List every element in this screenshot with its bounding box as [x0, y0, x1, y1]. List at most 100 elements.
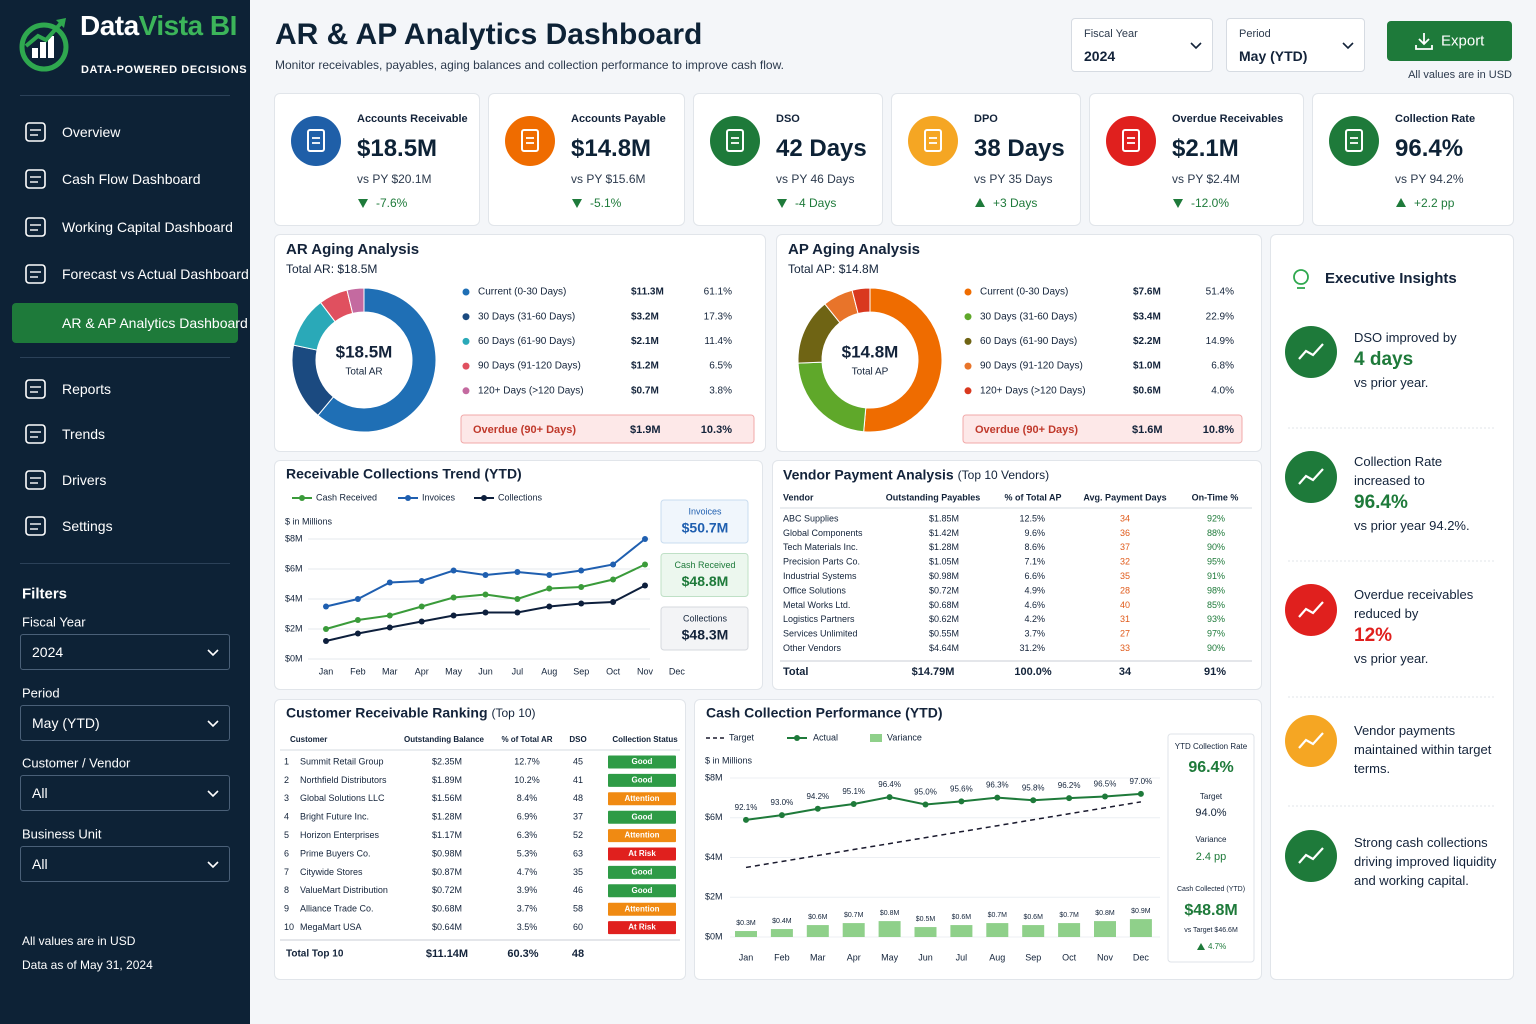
- header-select[interactable]: Fiscal Year 2024: [1071, 18, 1213, 72]
- insight-icon: [1285, 584, 1337, 636]
- kpi-prior: vs PY 94.2%: [1395, 172, 1464, 186]
- filter-select[interactable]: May (YTD): [20, 705, 230, 741]
- actual-point: [1030, 797, 1037, 804]
- nav-icon: [25, 169, 46, 189]
- series-point: [386, 612, 393, 619]
- status-label: Good: [632, 812, 653, 821]
- x-tick-label: Nov: [637, 666, 654, 676]
- bar-label: $0.8M: [1095, 910, 1115, 917]
- legend-label: Invoices: [422, 492, 456, 502]
- logo: [19, 18, 69, 72]
- x-tick-label: Jun: [918, 952, 933, 962]
- table-cell: 8.6%: [1024, 542, 1045, 552]
- nav-item[interactable]: Overview: [62, 124, 121, 140]
- filter-select[interactable]: All: [20, 846, 230, 882]
- donut-center-value: $18.5M: [336, 342, 393, 361]
- nav-item[interactable]: AR & AP Analytics Dashboard: [62, 315, 248, 331]
- legend-share: 61.1%: [704, 287, 732, 298]
- point-label: 95.0%: [914, 788, 937, 797]
- table-cell: Other Vendors: [783, 643, 842, 653]
- kpi-card: Collection Rate 96.4% vs PY 94.2% +2.2 pp: [1312, 93, 1514, 226]
- chevron: [207, 861, 219, 869]
- kpi-icon: [1329, 116, 1379, 166]
- kpi-arrow: [975, 198, 985, 207]
- panel-value: $48.8M: [1184, 902, 1237, 919]
- filter-label: Period: [22, 685, 60, 701]
- nav-item[interactable]: Reports: [62, 381, 112, 397]
- table-cell: ABC Supplies: [783, 513, 839, 523]
- table-cell: 37: [1120, 542, 1130, 552]
- table-cell: $0.64M: [432, 922, 462, 932]
- table-cell: 40: [1120, 600, 1130, 610]
- variance-bar: [1129, 919, 1152, 937]
- kpi-value: 96.4%: [1395, 135, 1464, 162]
- column-header: Customer: [290, 735, 327, 744]
- x-tick-label: Aug: [541, 666, 557, 676]
- nav-icon: [25, 470, 46, 490]
- chevron-line: [207, 720, 219, 728]
- table-cell: 48: [573, 793, 583, 803]
- status-pill: [608, 755, 676, 769]
- y-tick-label: $4M: [705, 852, 723, 862]
- point-label: 96.2%: [1058, 781, 1081, 790]
- table-cell: 1: [284, 756, 289, 766]
- variance-bar: [950, 925, 973, 937]
- table-cell: 33: [1120, 643, 1130, 653]
- kpi-change: -4 Days: [795, 196, 837, 210]
- legend-amount: $3.4M: [1133, 311, 1161, 322]
- legend-dot: [462, 362, 470, 370]
- table-cell: 52: [573, 830, 583, 840]
- point-label: 96.4%: [878, 780, 901, 789]
- series-point: [482, 609, 489, 616]
- x-tick-label: Apr: [847, 952, 861, 962]
- actual-line: [745, 792, 1141, 821]
- total-cell: Total Top 10: [286, 949, 344, 960]
- column-header: DSO: [569, 735, 586, 744]
- table-cell: 2: [284, 775, 289, 785]
- summary-card: [660, 553, 749, 597]
- status-label: Attention: [624, 794, 659, 803]
- kpi-icon: [505, 116, 555, 166]
- export-button[interactable]: Export: [1387, 21, 1512, 61]
- nav-item[interactable]: Forecast vs Actual Dashboard: [62, 266, 249, 282]
- export-icon: [1415, 33, 1433, 50]
- table-cell: Industrial Systems: [783, 571, 857, 581]
- column-header: Outstanding Payables: [886, 492, 981, 502]
- brand-accent: Vista BI: [138, 10, 238, 41]
- column-header: Collection Status: [612, 735, 678, 744]
- kpi-card: Accounts Payable $14.8M vs PY $15.6M -5.1%: [488, 93, 685, 226]
- filter-select[interactable]: 2024: [20, 634, 230, 670]
- insight-highlight: 4 days: [1354, 349, 1414, 370]
- table-cell: 28: [1120, 585, 1130, 595]
- x-tick-label: Dec: [1133, 952, 1150, 962]
- nav-item[interactable]: Settings: [62, 518, 113, 534]
- series-point: [450, 594, 457, 601]
- insight-post: vs prior year.: [1354, 651, 1429, 666]
- overdue-box: [460, 414, 755, 444]
- nav-item[interactable]: Drivers: [62, 472, 107, 488]
- bar-label: $0.8M: [880, 910, 900, 917]
- variance-bar: [878, 921, 901, 937]
- panel-label: Target: [1200, 792, 1223, 801]
- point-label: 97.0%: [1130, 777, 1153, 786]
- nav-item[interactable]: Trends: [62, 426, 106, 442]
- kpi-icon-circle: [505, 116, 555, 166]
- total-cell: 34: [1119, 666, 1132, 678]
- insight-text: DSO improved by 4 days vs prior year.: [1354, 328, 1500, 392]
- nav-item[interactable]: Cash Flow Dashboard: [62, 171, 201, 187]
- filter-select[interactable]: All: [20, 775, 230, 811]
- kpi-arrow-shape: [777, 199, 787, 208]
- panel-label: Cash Collected (YTD): [1177, 886, 1245, 893]
- legend-dot: [964, 387, 972, 395]
- nav-item[interactable]: Working Capital Dashboard: [62, 219, 233, 235]
- header-select[interactable]: Period May (YTD): [1226, 18, 1365, 72]
- table-cell: 3: [284, 793, 289, 803]
- table-cell: 90%: [1207, 643, 1225, 653]
- status-pill: [608, 865, 676, 879]
- total-cell: 60.3%: [507, 948, 538, 960]
- table-cell: Precision Parts Co.: [783, 557, 860, 567]
- chevron: [1190, 42, 1202, 50]
- status-pill: [608, 884, 676, 898]
- table-cell: 90%: [1207, 542, 1225, 552]
- actual-point: [850, 800, 857, 807]
